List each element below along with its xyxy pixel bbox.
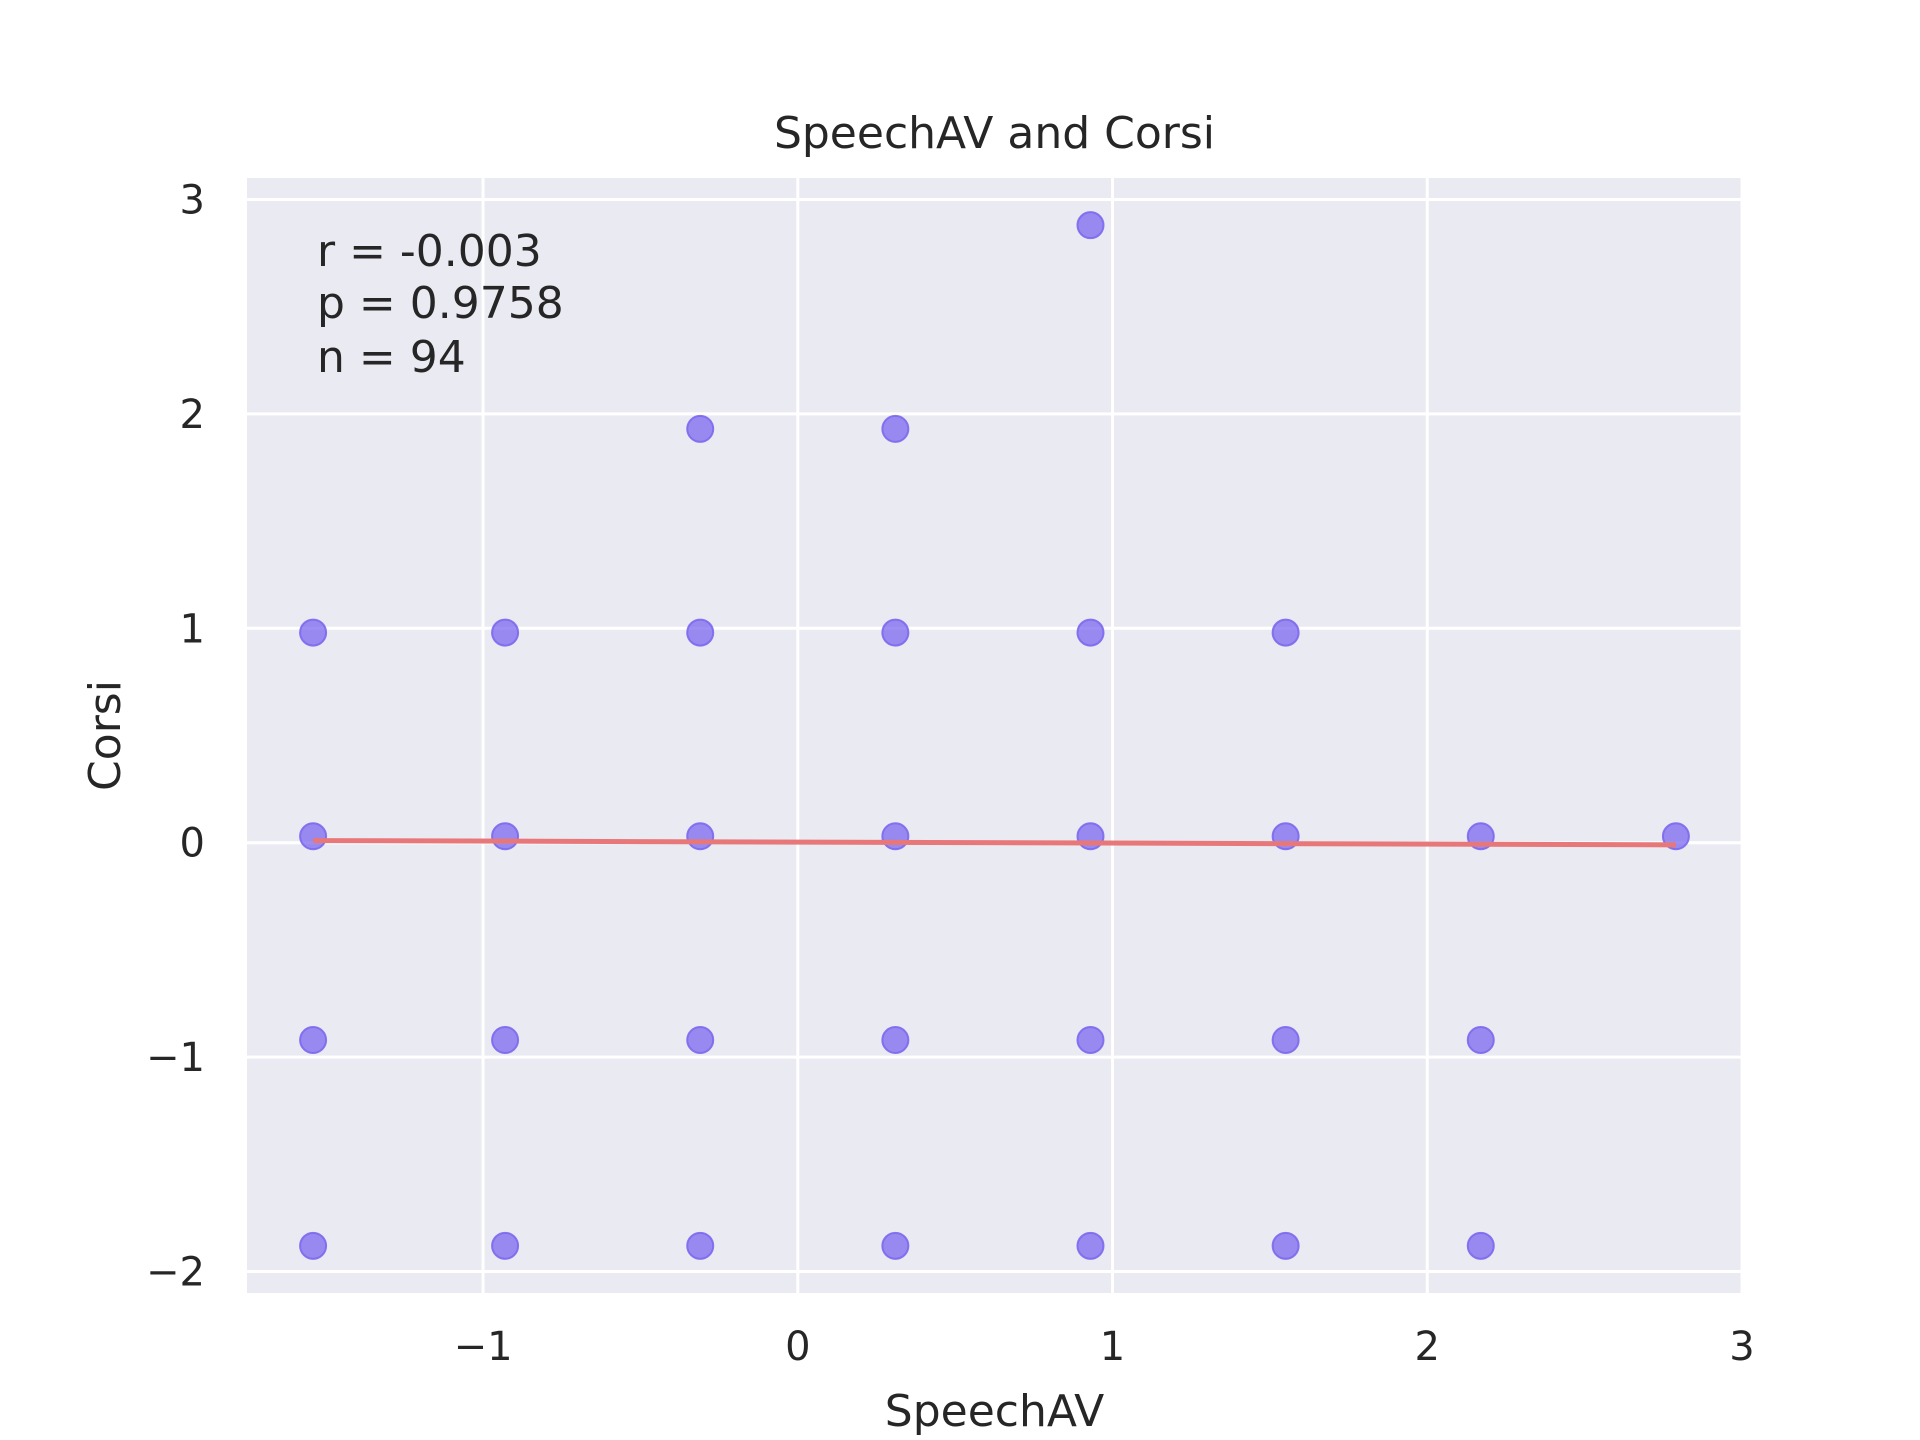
data-point [491, 1025, 520, 1054]
fit-line-layer [313, 838, 1676, 848]
x-tick-label: 2 [1415, 1324, 1440, 1370]
data-point [881, 1231, 910, 1260]
y-tick-label: −2 [146, 1250, 205, 1296]
data-point [491, 1231, 520, 1260]
y-tick-label: −1 [146, 1035, 205, 1081]
x-tick-label: −1 [454, 1324, 513, 1370]
data-point [1076, 618, 1105, 647]
chart-title: SpeechAV and Corsi [774, 108, 1215, 159]
data-point [1271, 1025, 1300, 1054]
y-tick-label: 2 [180, 392, 205, 438]
grid [247, 178, 1744, 1293]
y-axis-label: Corsi [80, 680, 131, 791]
data-point [1271, 618, 1300, 647]
data-point [1466, 1025, 1495, 1054]
data-point [1076, 211, 1105, 240]
ticks: −1 0 1 2 3 −2 −1 0 1 2 3 [146, 177, 1755, 1370]
data-point [686, 1231, 715, 1260]
data-point [299, 1231, 328, 1260]
data-point [491, 822, 520, 851]
x-tick-label: 0 [785, 1324, 810, 1370]
y-tick-label: 0 [180, 821, 205, 867]
data-point [881, 1025, 910, 1054]
data-point [299, 822, 328, 851]
data-point [686, 822, 715, 851]
data-point [881, 414, 910, 443]
data-point [1466, 1231, 1495, 1260]
y-tick-label: 1 [180, 606, 205, 652]
data-point [299, 618, 328, 647]
data-point [686, 414, 715, 443]
data-point [491, 618, 520, 647]
y-tick-label: 3 [180, 177, 205, 223]
x-axis-label: SpeechAV [885, 1386, 1104, 1437]
data-point [881, 618, 910, 647]
stat-n: n = 94 [317, 332, 466, 383]
data-point [881, 822, 910, 851]
x-tick-label: 1 [1100, 1324, 1125, 1370]
data-point [1076, 1231, 1105, 1260]
regression-line [313, 838, 1676, 848]
data-point [686, 618, 715, 647]
data-point [299, 1025, 328, 1054]
data-point [1271, 1231, 1300, 1260]
x-tick-label: 3 [1729, 1324, 1754, 1370]
data-point [686, 1025, 715, 1054]
data-point [1076, 1025, 1105, 1054]
stat-p: p = 0.9758 [317, 278, 564, 329]
stat-r: r = -0.003 [317, 226, 542, 277]
plot-area [247, 178, 1742, 1293]
